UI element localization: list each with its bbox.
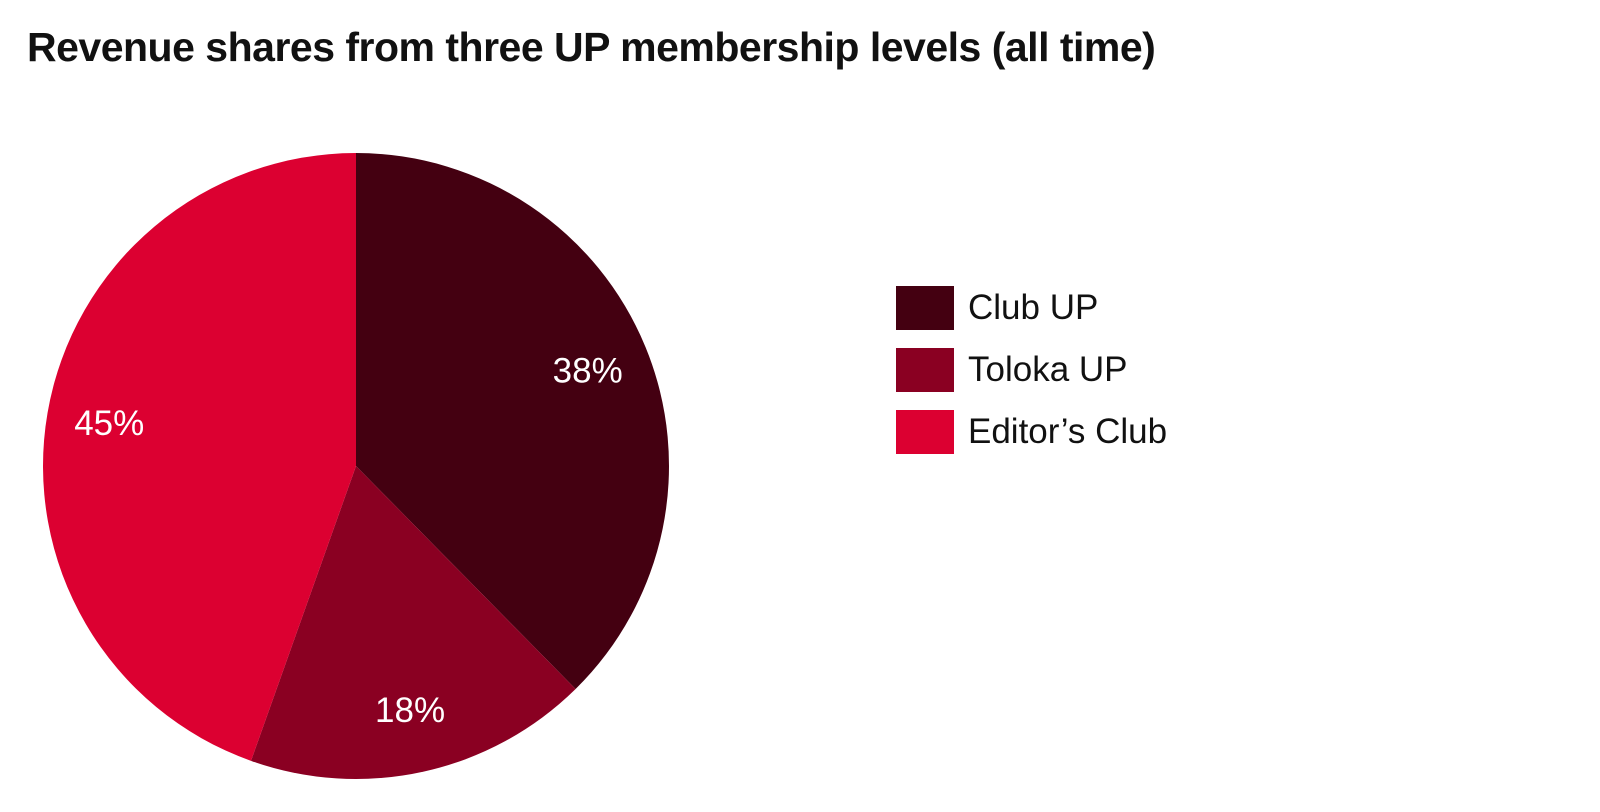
pie-slice-club-up bbox=[356, 153, 669, 690]
legend-swatch-club-up bbox=[896, 286, 954, 330]
slice-label-toloka-up: 18% bbox=[375, 691, 445, 730]
legend-item-toloka-up: Toloka UP bbox=[896, 348, 1167, 392]
legend-item-editors-club: Editor’s Club bbox=[896, 410, 1167, 454]
pie-slice-editor-s-club bbox=[43, 153, 356, 761]
legend-label-toloka-up: Toloka UP bbox=[968, 350, 1128, 389]
legend-label-editors-club: Editor’s Club bbox=[968, 412, 1168, 451]
slice-label-club-up: 38% bbox=[553, 352, 623, 391]
legend-swatch-toloka-up bbox=[896, 348, 954, 392]
legend-label-club-up: Club UP bbox=[968, 288, 1099, 327]
legend-swatch-editors-club bbox=[896, 410, 954, 454]
pie-slice-toloka-up bbox=[250, 466, 576, 779]
legend: Club UP Toloka UP Editor’s Club bbox=[896, 286, 1167, 472]
legend-item-club-up: Club UP bbox=[896, 286, 1167, 330]
chart-title: Revenue shares from three UP membership … bbox=[27, 24, 1156, 70]
slice-label-editor-s-club: 45% bbox=[74, 404, 144, 443]
